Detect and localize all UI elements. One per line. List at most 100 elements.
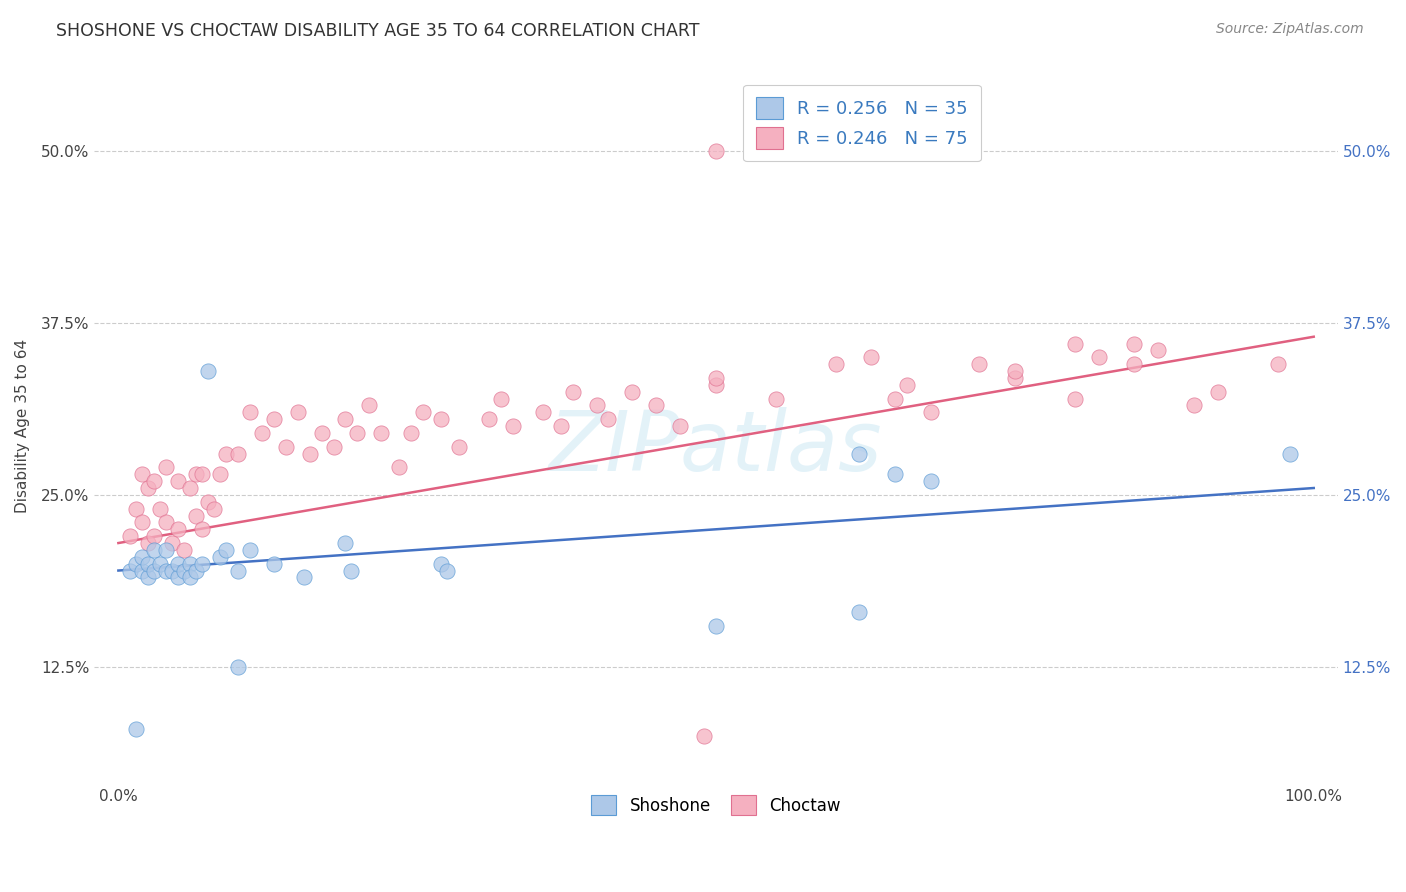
Point — [1087, 351, 1109, 365]
Point — [1147, 343, 1170, 358]
Point — [585, 399, 607, 413]
Point — [335, 536, 357, 550]
Point — [436, 564, 458, 578]
Point — [155, 460, 177, 475]
Point — [489, 392, 512, 406]
Point — [155, 542, 177, 557]
Point — [399, 425, 422, 440]
Point — [184, 467, 207, 482]
Point — [550, 419, 572, 434]
Point — [669, 419, 692, 434]
Point — [136, 481, 159, 495]
Point — [311, 425, 333, 440]
Point — [149, 501, 172, 516]
Point — [120, 529, 142, 543]
Point — [340, 564, 363, 578]
Point — [704, 144, 727, 158]
Point — [160, 536, 183, 550]
Point — [149, 557, 172, 571]
Point — [179, 570, 201, 584]
Point — [143, 529, 166, 543]
Point — [208, 549, 231, 564]
Point — [274, 440, 297, 454]
Point — [447, 440, 470, 454]
Point — [1123, 357, 1146, 371]
Point — [131, 516, 153, 530]
Point — [197, 364, 219, 378]
Point — [322, 440, 344, 454]
Point — [430, 412, 453, 426]
Point — [335, 412, 357, 426]
Point — [1278, 447, 1301, 461]
Point — [412, 405, 434, 419]
Point — [226, 447, 249, 461]
Y-axis label: Disability Age 35 to 64: Disability Age 35 to 64 — [15, 339, 30, 513]
Point — [1004, 371, 1026, 385]
Point — [693, 729, 716, 743]
Point — [1206, 384, 1229, 399]
Point — [621, 384, 644, 399]
Point — [765, 392, 787, 406]
Point — [239, 405, 262, 419]
Point — [920, 405, 942, 419]
Point — [226, 564, 249, 578]
Point — [131, 467, 153, 482]
Point — [136, 557, 159, 571]
Point — [561, 384, 583, 399]
Point — [359, 399, 381, 413]
Point — [1063, 336, 1085, 351]
Point — [388, 460, 411, 475]
Point — [502, 419, 524, 434]
Point — [430, 557, 453, 571]
Point — [191, 522, 214, 536]
Point — [645, 399, 668, 413]
Point — [239, 542, 262, 557]
Point — [1004, 364, 1026, 378]
Point — [167, 474, 190, 488]
Point — [125, 501, 148, 516]
Point — [896, 377, 918, 392]
Point — [136, 570, 159, 584]
Text: SHOSHONE VS CHOCTAW DISABILITY AGE 35 TO 64 CORRELATION CHART: SHOSHONE VS CHOCTAW DISABILITY AGE 35 TO… — [56, 22, 700, 40]
Point — [179, 557, 201, 571]
Point — [208, 467, 231, 482]
Point — [704, 371, 727, 385]
Point — [370, 425, 392, 440]
Point — [263, 412, 285, 426]
Text: Source: ZipAtlas.com: Source: ZipAtlas.com — [1216, 22, 1364, 37]
Point — [167, 557, 190, 571]
Point — [1123, 336, 1146, 351]
Point — [143, 474, 166, 488]
Legend: Shoshone, Choctaw: Shoshone, Choctaw — [581, 785, 851, 825]
Point — [155, 516, 177, 530]
Point — [884, 392, 907, 406]
Point — [191, 467, 214, 482]
Point — [179, 481, 201, 495]
Point — [1063, 392, 1085, 406]
Point — [824, 357, 846, 371]
Point — [215, 447, 238, 461]
Point — [155, 564, 177, 578]
Point — [531, 405, 554, 419]
Point — [860, 351, 883, 365]
Point — [160, 564, 183, 578]
Point — [173, 564, 195, 578]
Point — [120, 564, 142, 578]
Point — [125, 557, 148, 571]
Point — [184, 508, 207, 523]
Point — [292, 570, 315, 584]
Point — [136, 536, 159, 550]
Point — [920, 474, 942, 488]
Point — [848, 447, 870, 461]
Point — [967, 357, 990, 371]
Point — [197, 495, 219, 509]
Point — [250, 425, 273, 440]
Point — [173, 542, 195, 557]
Text: ZIPatlas: ZIPatlas — [550, 407, 883, 488]
Point — [215, 542, 238, 557]
Point — [287, 405, 309, 419]
Point — [704, 618, 727, 632]
Point — [184, 564, 207, 578]
Point — [167, 522, 190, 536]
Point — [125, 722, 148, 736]
